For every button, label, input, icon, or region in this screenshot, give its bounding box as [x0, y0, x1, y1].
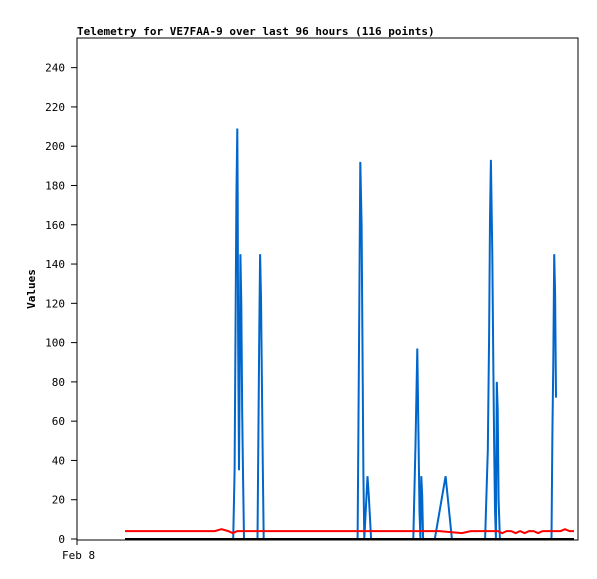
y-tick-label: 100: [45, 337, 65, 350]
y-axis-ticks: 0 20 40 60 80 100 120 140 160 180 200 220 240: [45, 62, 77, 546]
y-tick-label: 40: [52, 454, 65, 467]
y-tick-label: 240: [45, 62, 65, 75]
y-tick-label: 180: [45, 179, 65, 192]
y-tick-label: 60: [52, 415, 65, 428]
x-axis-ticks: Feb 8: [62, 540, 95, 562]
y-tick-label: 160: [45, 219, 65, 232]
y-tick-label: 140: [45, 258, 65, 271]
series-line-blue: [232, 128, 557, 540]
y-tick-label: 80: [52, 376, 65, 389]
y-tick-label: 20: [52, 494, 65, 507]
x-tick-label: Feb 8: [62, 549, 95, 562]
y-tick-label: 220: [45, 101, 65, 114]
y-tick-label: 0: [58, 533, 65, 546]
y-tick-label: 200: [45, 140, 65, 153]
series-line-red: [125, 528, 574, 535]
series-layer: [125, 128, 574, 540]
y-axis-label: Values: [25, 269, 38, 309]
y-tick-label: 120: [45, 297, 65, 310]
chart-title: Telemetry for VE7FAA-9 over last 96 hour…: [77, 25, 435, 38]
